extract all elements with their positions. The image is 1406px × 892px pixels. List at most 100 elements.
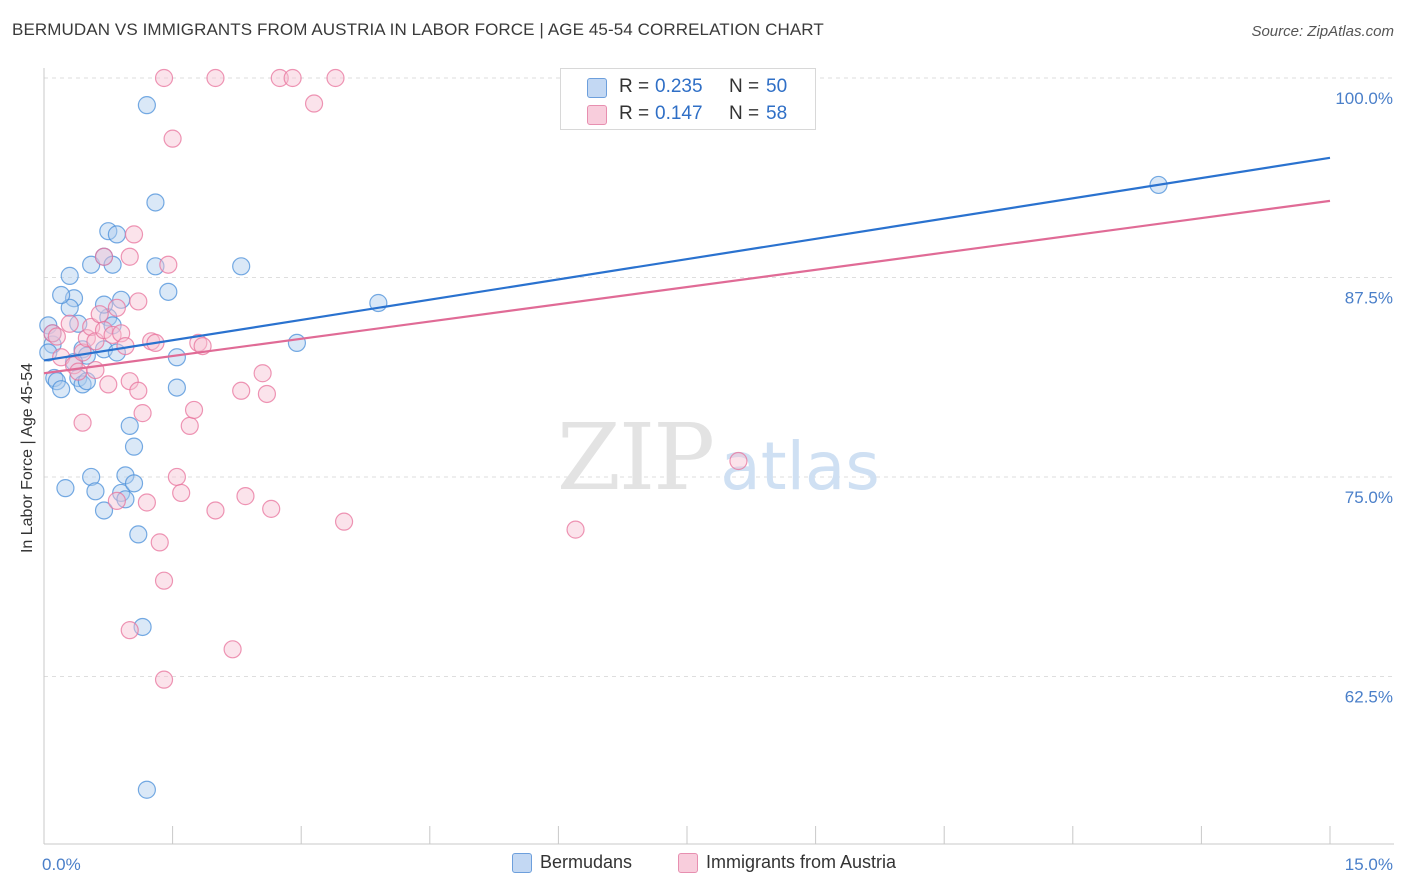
chart-title: BERMUDAN VS IMMIGRANTS FROM AUSTRIA IN L… bbox=[12, 20, 824, 39]
point-austria bbox=[73, 413, 92, 432]
point-austria bbox=[47, 327, 66, 346]
point-austria bbox=[90, 305, 109, 324]
point-austria bbox=[154, 670, 174, 689]
point-austria bbox=[167, 467, 186, 487]
point-bermudans bbox=[107, 225, 126, 244]
point-austria bbox=[107, 491, 126, 510]
n-label: N = bbox=[729, 103, 760, 124]
point-austria bbox=[99, 375, 118, 394]
point-austria bbox=[124, 225, 144, 244]
watermark-atlas: atlas bbox=[720, 428, 880, 505]
point-austria bbox=[137, 493, 156, 512]
r-label: R = bbox=[619, 76, 650, 97]
point-austria bbox=[154, 571, 174, 590]
y-tick-label: 100.0% bbox=[1335, 89, 1393, 108]
series-legend: Bermudans Immigrants from Austria bbox=[0, 852, 1406, 878]
n-value: 58 bbox=[766, 103, 788, 124]
point-bermudans bbox=[94, 501, 114, 520]
source-label: Source: ZipAtlas.com bbox=[1251, 23, 1394, 40]
x-tick-label: 0.0% bbox=[42, 855, 81, 874]
legend-swatch-pink bbox=[587, 105, 607, 125]
correlation-legend: R = 0.235 N = 50 R = 0.147 N = 58 bbox=[560, 68, 816, 130]
point-bermudans bbox=[60, 298, 79, 317]
legend-item-austria[interactable]: Immigrants from Austria bbox=[678, 852, 896, 873]
r-value: 0.235 bbox=[655, 76, 703, 97]
point-austria bbox=[206, 501, 225, 520]
point-austria bbox=[180, 416, 199, 435]
point-austria bbox=[334, 512, 354, 531]
point-austria bbox=[304, 94, 324, 113]
legend-item-bermudans[interactable]: Bermudans bbox=[512, 852, 632, 873]
point-bermudans bbox=[52, 380, 71, 399]
point-bermudans bbox=[232, 257, 251, 276]
legend-swatch-pink bbox=[678, 852, 698, 873]
point-austria bbox=[133, 404, 152, 423]
y-tick-label: 75.0% bbox=[1345, 488, 1393, 507]
point-austria bbox=[69, 362, 88, 381]
y-tick-label: 62.5% bbox=[1345, 687, 1393, 706]
x-tick-label: 15.0% bbox=[1345, 855, 1393, 874]
y-axis-label: In Labor Force | Age 45-54 bbox=[19, 362, 36, 554]
point-austria bbox=[283, 68, 302, 88]
point-austria bbox=[729, 451, 748, 471]
series-austria bbox=[43, 68, 748, 689]
point-bermudans bbox=[137, 780, 156, 799]
point-bermudans bbox=[129, 525, 148, 544]
point-austria bbox=[163, 129, 182, 148]
series-bermudans bbox=[39, 96, 1168, 799]
point-bermudans bbox=[124, 474, 144, 493]
point-bermudans bbox=[137, 96, 156, 115]
point-austria bbox=[223, 640, 242, 659]
point-austria bbox=[184, 400, 204, 420]
point-austria bbox=[566, 520, 585, 539]
point-austria bbox=[150, 533, 169, 552]
y-tick-labels: 62.5% 75.0% 87.5% 100.0% bbox=[1335, 89, 1393, 706]
trend-line-austria bbox=[43, 199, 1331, 375]
legend-swatch-blue bbox=[512, 852, 532, 873]
point-austria bbox=[120, 247, 139, 266]
legend-swatch-blue bbox=[587, 78, 607, 98]
point-austria bbox=[60, 314, 79, 333]
point-austria bbox=[232, 381, 251, 400]
point-bermudans bbox=[60, 266, 79, 285]
r-label: R = bbox=[619, 103, 650, 124]
grid-lines bbox=[44, 77, 1394, 677]
point-austria bbox=[262, 499, 281, 518]
point-austria bbox=[206, 68, 225, 88]
point-bermudans bbox=[120, 416, 139, 435]
legend-row-bermudans: R = 0.235 N = 50 bbox=[561, 73, 817, 101]
y-tick-label: 87.5% bbox=[1345, 288, 1393, 307]
n-label: N = bbox=[729, 76, 760, 97]
point-austria bbox=[270, 68, 289, 88]
trend-lines bbox=[43, 156, 1331, 375]
point-austria bbox=[107, 298, 126, 317]
point-bermudans bbox=[146, 193, 165, 212]
point-austria bbox=[253, 364, 272, 383]
axes bbox=[43, 68, 1394, 845]
point-bermudans bbox=[45, 368, 64, 388]
point-bermudans bbox=[124, 437, 144, 456]
watermark-zip: ZIP bbox=[557, 404, 713, 511]
point-bermudans bbox=[52, 285, 71, 305]
point-bermudans bbox=[82, 467, 101, 487]
r-value: 0.147 bbox=[655, 103, 703, 124]
watermark: ZIP atlas bbox=[557, 404, 880, 511]
point-austria bbox=[236, 487, 255, 506]
n-value: 50 bbox=[766, 76, 788, 97]
point-austria bbox=[159, 255, 178, 274]
trend-line-bermudans bbox=[43, 156, 1331, 362]
x-tick-labels: 0.0% 15.0% bbox=[42, 855, 1393, 874]
point-austria bbox=[154, 68, 174, 88]
point-austria bbox=[86, 360, 105, 380]
point-austria bbox=[94, 247, 114, 266]
legend-label-austria: Immigrants from Austria bbox=[706, 852, 897, 872]
point-bermudans bbox=[56, 479, 75, 498]
point-austria bbox=[120, 621, 139, 640]
point-austria bbox=[129, 292, 148, 311]
point-austria bbox=[94, 321, 114, 340]
point-bermudans bbox=[167, 378, 186, 397]
point-austria bbox=[172, 483, 191, 503]
legend-label-bermudans: Bermudans bbox=[540, 852, 633, 872]
point-bermudans bbox=[86, 482, 105, 501]
